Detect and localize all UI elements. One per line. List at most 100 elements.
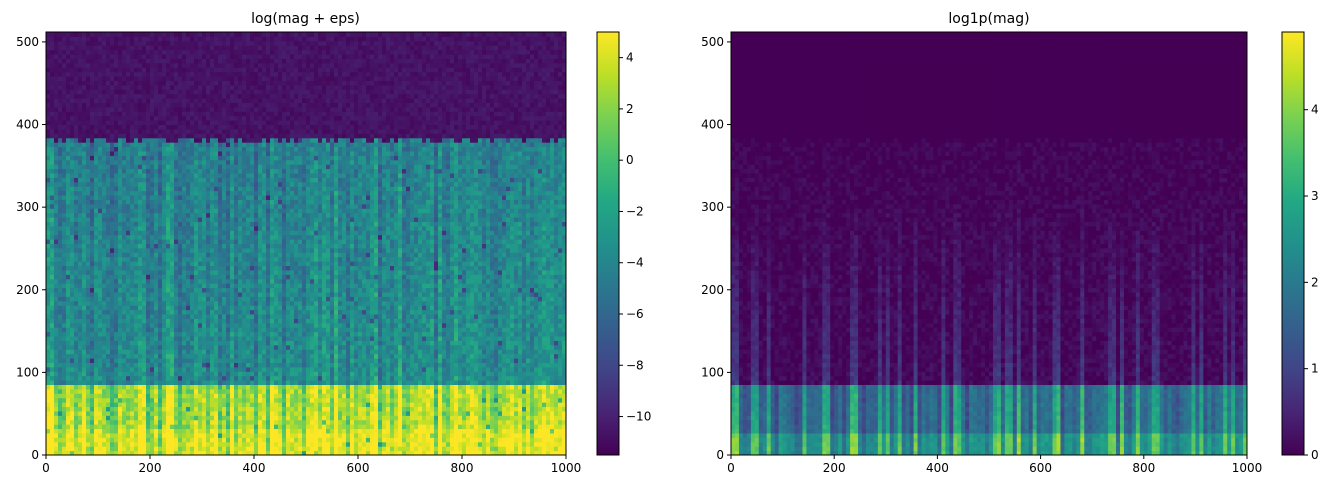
heatmap-cell bbox=[146, 437, 151, 443]
heatmap-cell bbox=[346, 300, 351, 306]
heatmap-cell bbox=[514, 432, 519, 438]
heatmap-cell bbox=[202, 437, 207, 443]
heatmap-cell bbox=[246, 344, 251, 350]
heatmap-cell bbox=[502, 393, 507, 399]
heatmap-cell bbox=[406, 291, 411, 297]
heatmap-cell bbox=[138, 380, 143, 385]
heatmap-cell bbox=[258, 419, 263, 425]
heatmap-cell bbox=[406, 331, 411, 337]
heatmap-cell bbox=[362, 384, 367, 390]
heatmap-cell bbox=[434, 362, 439, 368]
heatmap-cell bbox=[218, 410, 223, 416]
heatmap-cell bbox=[258, 358, 263, 363]
heatmap-cell bbox=[270, 305, 275, 311]
heatmap-cell bbox=[58, 318, 63, 324]
heatmap-cell bbox=[70, 327, 75, 333]
heatmap-cell bbox=[450, 432, 455, 438]
heatmap-cell bbox=[550, 353, 555, 359]
heatmap-cell bbox=[394, 393, 399, 399]
heatmap-cell bbox=[154, 406, 159, 412]
heatmap-cell bbox=[322, 309, 327, 315]
heatmap-cell bbox=[74, 397, 79, 403]
heatmap-cell bbox=[54, 432, 59, 438]
heatmap-cell bbox=[490, 450, 495, 456]
heatmap-cell bbox=[114, 397, 119, 403]
heatmap-cell bbox=[462, 397, 467, 403]
heatmap-cell bbox=[314, 419, 319, 425]
heatmap-cell bbox=[126, 437, 131, 443]
heatmap-cell bbox=[222, 336, 227, 341]
heatmap-cell bbox=[78, 371, 83, 377]
heatmap-cell bbox=[318, 428, 323, 434]
heatmap-cell bbox=[222, 366, 227, 372]
heatmap-cell bbox=[542, 358, 547, 363]
heatmap-cell bbox=[474, 446, 479, 452]
heatmap-cell bbox=[206, 314, 211, 319]
heatmap-cell bbox=[122, 296, 127, 302]
heatmap-cell bbox=[374, 322, 379, 328]
heatmap-cell bbox=[278, 314, 283, 319]
heatmap-cell bbox=[370, 432, 375, 438]
heatmap-cell bbox=[350, 446, 355, 452]
heatmap-cell bbox=[310, 336, 315, 341]
heatmap-cell bbox=[402, 410, 407, 416]
heatmap-cell bbox=[554, 402, 559, 408]
heatmap-cell bbox=[206, 402, 211, 408]
heatmap-cell bbox=[230, 305, 235, 311]
heatmap-cell bbox=[438, 322, 443, 328]
heatmap-cell bbox=[402, 366, 407, 372]
heatmap-cell bbox=[78, 362, 83, 368]
heatmap-cell bbox=[386, 450, 391, 456]
heatmap-cell bbox=[426, 406, 431, 412]
heatmap-cell bbox=[258, 432, 263, 438]
heatmap-cell bbox=[82, 291, 87, 297]
heatmap-cell bbox=[174, 384, 179, 390]
heatmap-cell bbox=[342, 366, 347, 372]
heatmap-cell bbox=[338, 327, 343, 333]
heatmap-cell bbox=[118, 287, 123, 293]
heatmap-cell bbox=[362, 349, 367, 355]
heatmap-cell bbox=[370, 380, 375, 385]
heatmap-cell bbox=[190, 410, 195, 416]
heatmap-cell bbox=[146, 366, 151, 372]
heatmap-cell bbox=[370, 362, 375, 368]
heatmap-cell bbox=[150, 419, 155, 425]
heatmap-cell bbox=[70, 331, 75, 337]
heatmap-cell bbox=[258, 388, 263, 394]
heatmap-cell bbox=[98, 419, 103, 425]
heatmap-cell bbox=[278, 358, 283, 363]
heatmap-cell bbox=[118, 419, 123, 425]
heatmap-cell bbox=[230, 437, 235, 443]
heatmap-cell bbox=[126, 291, 131, 297]
heatmap-cell bbox=[522, 428, 527, 434]
heatmap-cell bbox=[342, 305, 347, 311]
heatmap-cell bbox=[122, 322, 127, 328]
heatmap-cell bbox=[170, 305, 175, 311]
heatmap-cell bbox=[510, 441, 515, 447]
heatmap-cell bbox=[342, 437, 347, 443]
heatmap-cell bbox=[410, 309, 415, 315]
heatmap-cell bbox=[202, 331, 207, 337]
heatmap-cell bbox=[394, 388, 399, 394]
heatmap-cell bbox=[254, 446, 259, 452]
heatmap-cell bbox=[182, 314, 187, 319]
heatmap-cell bbox=[286, 393, 291, 399]
heatmap-cell bbox=[390, 327, 395, 333]
heatmap-cell bbox=[454, 362, 459, 368]
heatmap-cell bbox=[210, 406, 215, 412]
heatmap-cell bbox=[386, 415, 391, 421]
heatmap-cell bbox=[94, 309, 99, 315]
heatmap-cell bbox=[202, 305, 207, 311]
heatmap-cell bbox=[378, 366, 383, 372]
heatmap-cell bbox=[294, 424, 299, 430]
heatmap-cell bbox=[242, 366, 247, 372]
heatmap-cell bbox=[510, 358, 515, 363]
heatmap-cell bbox=[378, 450, 383, 456]
heatmap-cell bbox=[374, 397, 379, 403]
heatmap-cell bbox=[418, 450, 423, 456]
heatmap-cell bbox=[246, 353, 251, 359]
heatmap-cell bbox=[370, 402, 375, 408]
heatmap-cell bbox=[226, 296, 231, 302]
heatmap-cell bbox=[282, 371, 287, 377]
heatmap-cell bbox=[242, 424, 247, 430]
